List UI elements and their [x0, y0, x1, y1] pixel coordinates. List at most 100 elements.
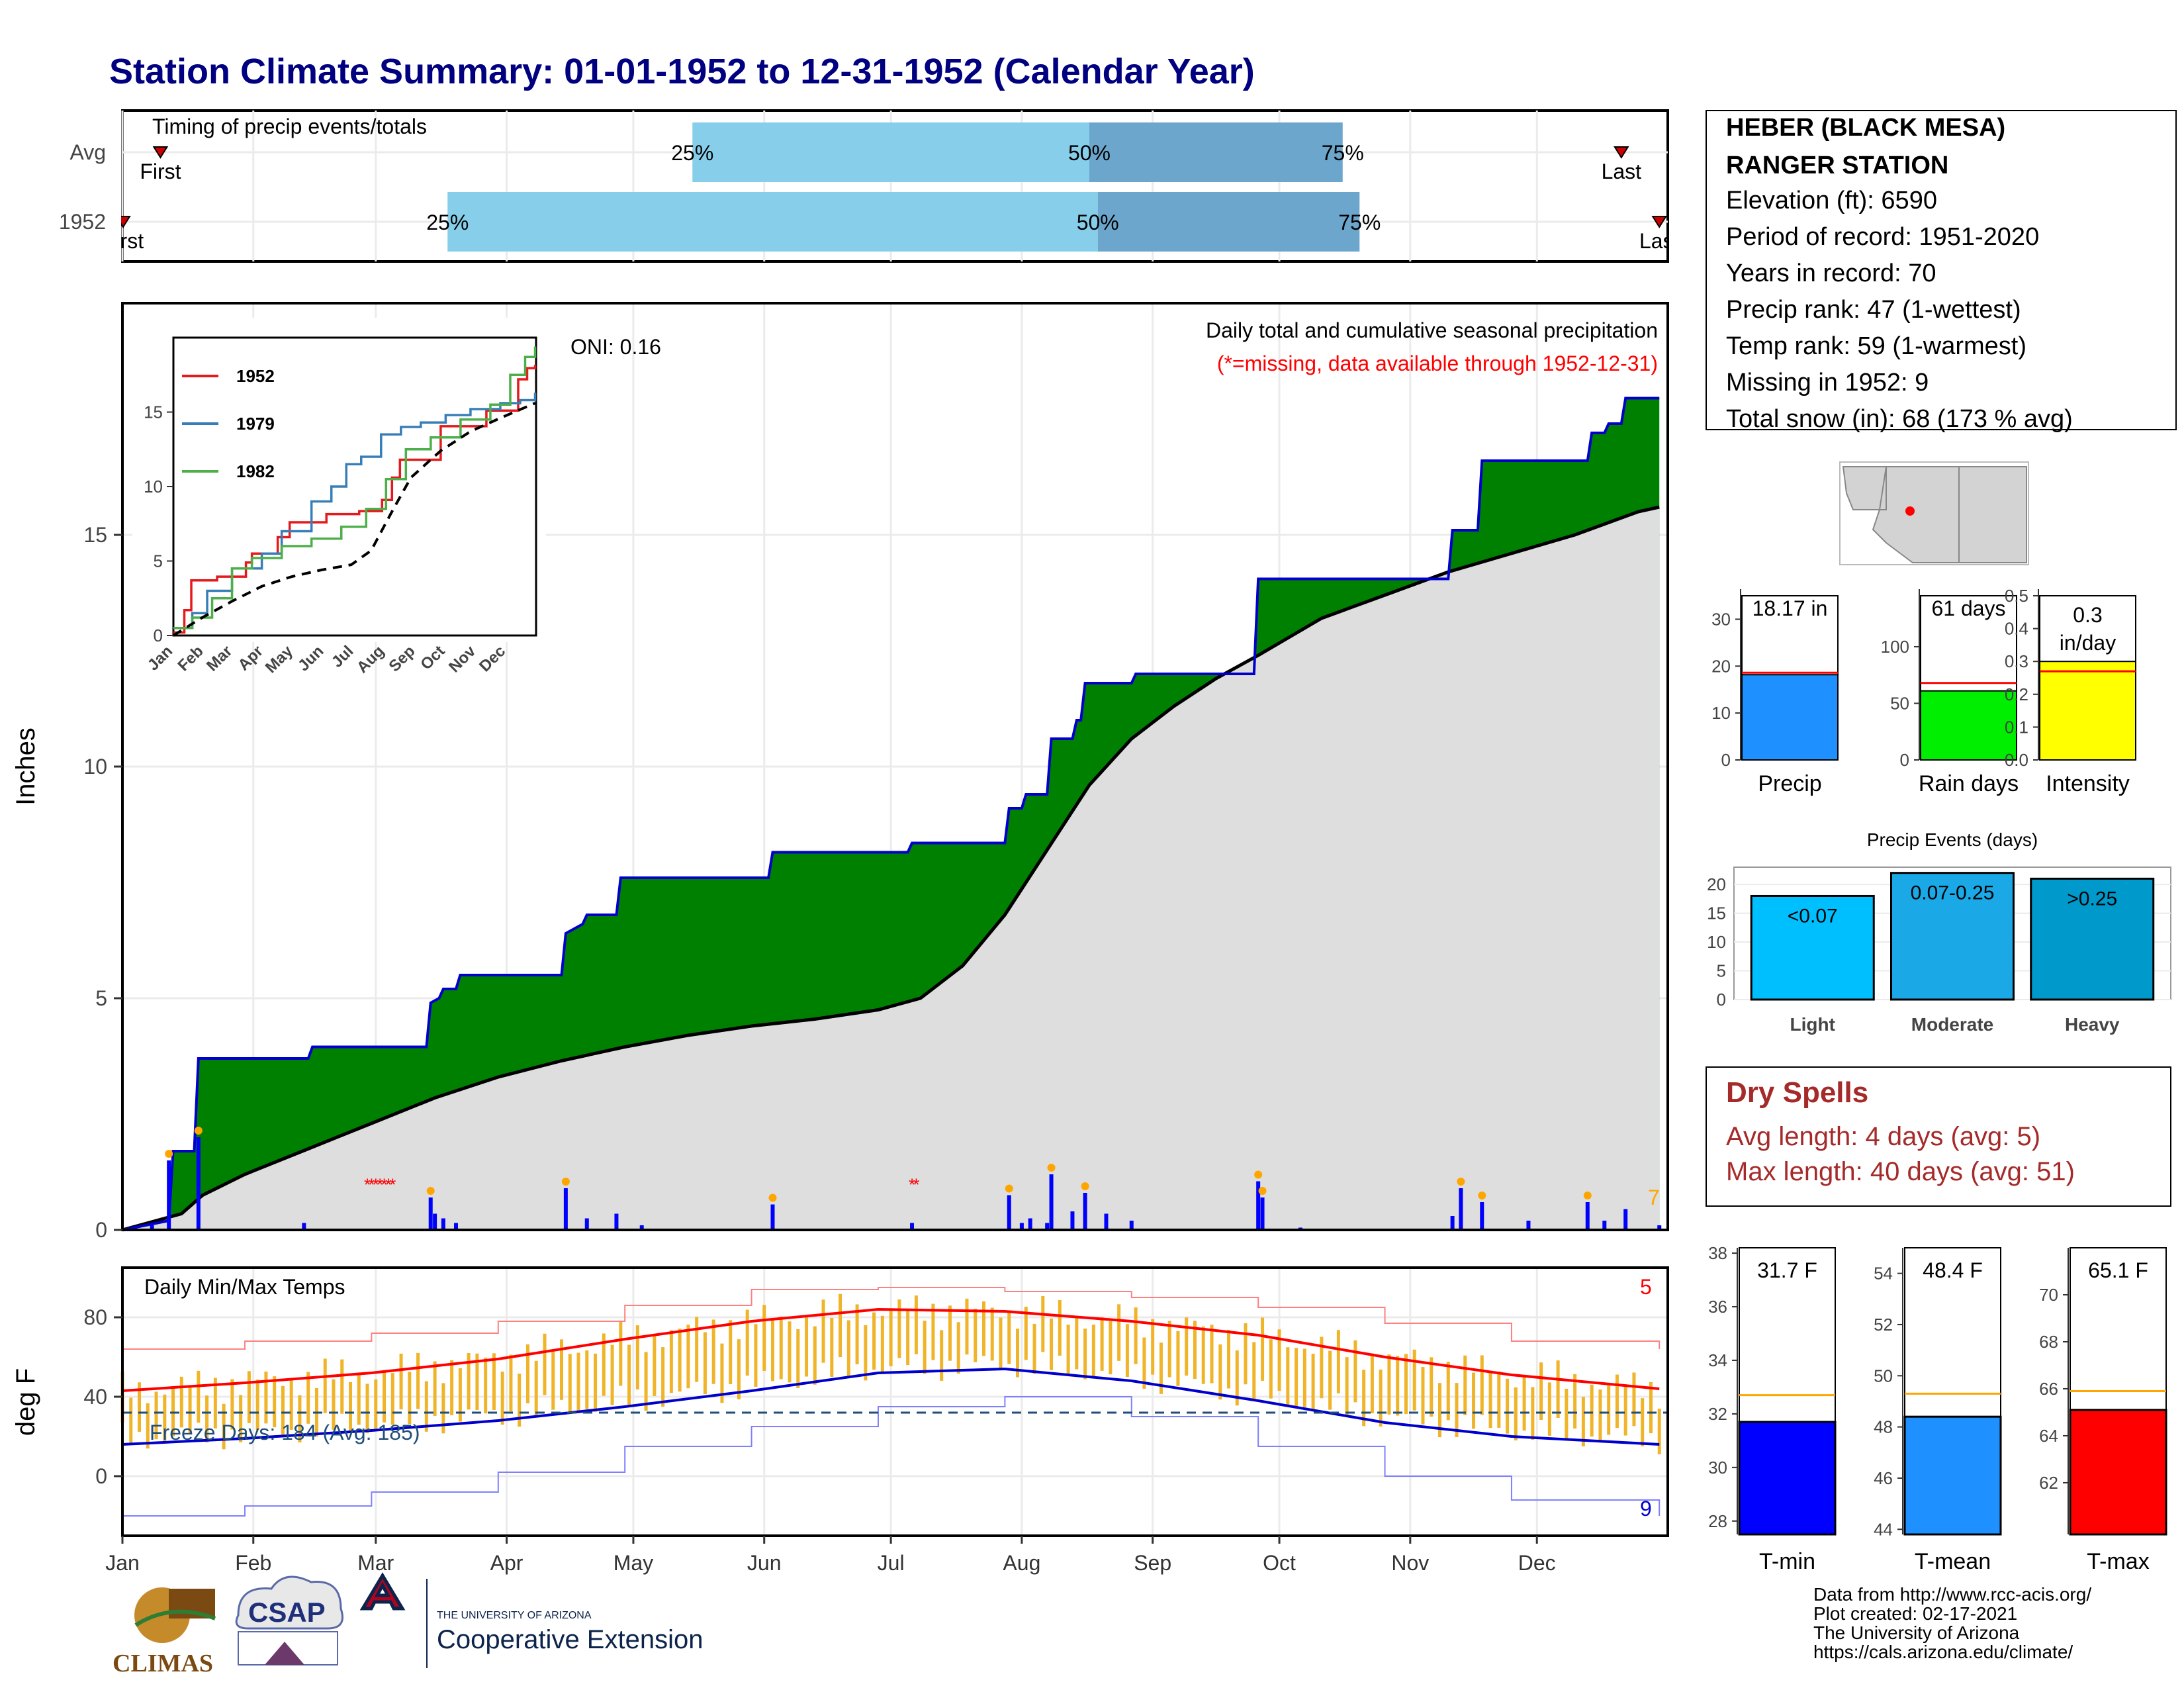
- daily-temp-range-bar: [323, 1358, 327, 1413]
- summary-bar-value-label: in/day: [2060, 631, 2116, 655]
- month-label-jul: Jul: [878, 1551, 905, 1575]
- events-bar-label: 0.07-0.25: [1911, 882, 1995, 904]
- daily-temp-range-bar: [1109, 1321, 1113, 1375]
- daily-temp-range-bar: [923, 1321, 927, 1374]
- temp-bar-ytick-label: 32: [1708, 1404, 1727, 1424]
- footer-line4: https://cals.arizona.edu/climate/: [1813, 1642, 2073, 1662]
- daily-precip-bar: [910, 1223, 915, 1230]
- events-bar-moderate: [1890, 872, 2015, 1001]
- daily-temp-range-bar: [1295, 1348, 1298, 1407]
- daily-temp-range-bar: [1227, 1329, 1231, 1389]
- summary-ytick-label: 20: [1711, 656, 1731, 676]
- missing-day-mark: *: [389, 1175, 396, 1195]
- daily-temp-range-bar: [602, 1333, 606, 1396]
- daily-temp-range-bar: [416, 1352, 420, 1409]
- timing-q50-label: 50%: [1068, 141, 1111, 165]
- summary-ytick-label: 0.3: [2005, 651, 2028, 671]
- temp-title: Daily Min/Max Temps: [144, 1275, 345, 1299]
- daily-precip-bar: [1450, 1216, 1455, 1230]
- daily-precip-bar: [1260, 1197, 1265, 1230]
- summary-ytick-label: 50: [1890, 693, 1909, 713]
- summary-bar-value: [1920, 690, 2017, 761]
- daily-precip-bar: [1129, 1221, 1134, 1230]
- station-name-line1: HEBER (BLACK MESA): [1726, 114, 2005, 142]
- events-bar-label: <0.07: [1788, 905, 1838, 927]
- events-ytick-label: 15: [1707, 904, 1726, 923]
- daily-temp-range-bar: [1244, 1323, 1248, 1385]
- daily-temp-range-bar: [500, 1372, 504, 1425]
- month-label-sep: Sep: [1134, 1551, 1171, 1575]
- daily-temp-range-bar: [1024, 1307, 1028, 1360]
- timing-row-label-front: Avg: [69, 140, 106, 164]
- daily-precip-bar: [196, 1137, 201, 1230]
- first-event-marker: [152, 146, 169, 159]
- last-event-label: Last: [1602, 160, 1642, 183]
- station-info-box: HEBER (BLACK MESA) RANGER STATION Elevat…: [1706, 110, 2177, 433]
- temp-ytick-label: 80: [83, 1305, 107, 1329]
- missing-day-mark: *: [377, 1175, 383, 1195]
- events-bar-heavy: [2030, 877, 2155, 1001]
- heavy-event-marker: [1254, 1170, 1263, 1179]
- daily-temp-range-bar: [197, 1370, 201, 1423]
- daily-temp-range-bar: [805, 1315, 809, 1377]
- daily-temp-range-bar: [1302, 1348, 1306, 1407]
- daily-precip-bar: [1007, 1195, 1011, 1230]
- temp-bar-ytick-label: 44: [1874, 1519, 1893, 1539]
- temp-bar-value: [1738, 1421, 1837, 1536]
- daily-temp-range-bar: [239, 1395, 243, 1442]
- summary-ytick-label: 0.0: [2005, 750, 2028, 770]
- daily-temp-range-bar: [1151, 1319, 1155, 1375]
- heavy-event-marker: [1258, 1187, 1267, 1195]
- month-label-nov: Nov: [1391, 1551, 1429, 1575]
- daily-temp-range-bar: [138, 1382, 142, 1432]
- daily-precip-bar: [1623, 1209, 1628, 1230]
- daily-temp-range-bar: [974, 1309, 978, 1362]
- temp-bar-ytick-label: 50: [1874, 1366, 1893, 1385]
- daily-temp-range-bar: [737, 1339, 741, 1399]
- daily-temp-range-bar: [999, 1317, 1003, 1368]
- daily-temp-range-bar: [813, 1326, 817, 1385]
- station-name-line2: RANGER STATION: [1726, 152, 1948, 179]
- daily-precip-bar: [1104, 1213, 1109, 1230]
- daily-precip-bar: [563, 1188, 568, 1230]
- daily-temp-range-bar: [188, 1385, 192, 1434]
- temp-bar-ytick-label: 52: [1874, 1315, 1893, 1335]
- daily-temp-range-bar: [205, 1395, 209, 1443]
- events-ytick-label: 5: [1717, 961, 1726, 981]
- daily-temp-range-bar: [1573, 1374, 1577, 1429]
- daily-temp-range-bar: [289, 1379, 293, 1430]
- daily-temp-range-bar: [1159, 1342, 1163, 1394]
- daily-temp-range-bar: [1607, 1383, 1611, 1435]
- daily-precip-bar: [1045, 1223, 1050, 1230]
- daily-precip-bar: [1083, 1193, 1087, 1230]
- daily-precip-bar: [454, 1223, 459, 1230]
- daily-temp-range-bar: [594, 1353, 598, 1412]
- daily-temp-range-bar: [1353, 1340, 1357, 1403]
- daily-temp-range-bar: [450, 1360, 454, 1415]
- temp-bar-ytick-label: 54: [1874, 1264, 1893, 1284]
- summary-bar-label: Intensity: [2046, 771, 2130, 796]
- daily-temp-range-bar: [1100, 1317, 1104, 1371]
- heavy-event-marker: [165, 1150, 173, 1158]
- daily-temp-range-bar: [627, 1344, 631, 1405]
- daily-temp-range-bar: [678, 1329, 682, 1392]
- daily-temp-range-bar: [298, 1395, 302, 1442]
- daily-temp-range-bar: [518, 1374, 522, 1427]
- station-missing: Missing in 1952: 9: [1726, 369, 1929, 397]
- timing-bar-q25-q50: [692, 122, 1089, 182]
- daily-temp-range-bar: [163, 1394, 167, 1442]
- daily-temp-range-bar: [1075, 1316, 1079, 1370]
- record-low-line: [122, 1396, 1661, 1517]
- footer-line1: Data from http://www.rcc-acis.org/: [1813, 1584, 2091, 1605]
- daily-temp-range-bar: [880, 1315, 884, 1372]
- temp-bar-value-label: 48.4 F: [1923, 1258, 1983, 1282]
- daily-temp-range-bar: [1210, 1325, 1214, 1383]
- daily-temp-range-bar: [644, 1352, 648, 1411]
- daily-temp-range-bar: [1404, 1354, 1408, 1415]
- station-period: Period of record: 1951-2020: [1726, 223, 2039, 251]
- temp-corner-top: 5: [1640, 1275, 1652, 1299]
- daily-temp-range-bar: [1396, 1356, 1400, 1416]
- footer: CLIMAS CSAP THE UNIVERSITY OF ARIZONA Co…: [113, 1572, 2091, 1677]
- daily-temp-range-bar: [1421, 1367, 1425, 1425]
- daily-precip-bar: [302, 1223, 306, 1230]
